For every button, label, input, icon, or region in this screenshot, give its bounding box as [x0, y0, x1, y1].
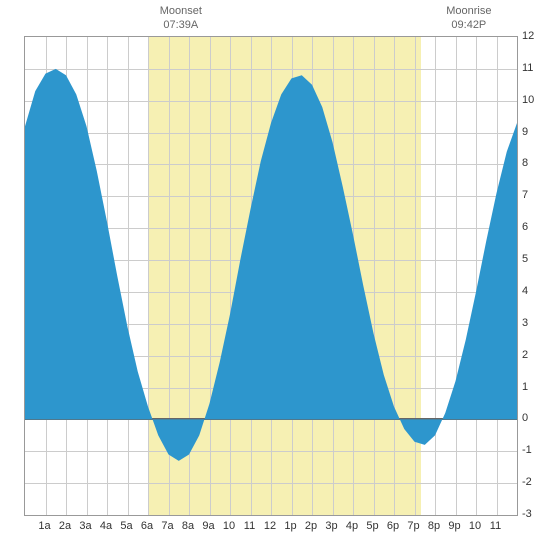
x-tick-label: 7a — [161, 520, 173, 532]
y-tick-label: 2 — [522, 349, 528, 361]
tide-area-series — [25, 37, 517, 515]
moonset-time: 07:39A — [151, 18, 211, 32]
x-tick-label: 4p — [346, 520, 358, 532]
x-tick-label: 6p — [387, 520, 399, 532]
moonrise-title: Moonrise — [439, 4, 499, 18]
y-tick-label: 0 — [522, 412, 528, 424]
plot-area — [24, 36, 518, 516]
y-tick-label: 7 — [522, 189, 528, 201]
x-tick-label: 1p — [284, 520, 296, 532]
y-tick-label: 4 — [522, 285, 528, 297]
x-tick-label: 10 — [469, 520, 481, 532]
y-tick-label: -2 — [522, 476, 532, 488]
x-tick-label: 5a — [120, 520, 132, 532]
y-tick-label: 8 — [522, 157, 528, 169]
y-tick-label: 6 — [522, 221, 528, 233]
x-tick-label: 3p — [325, 520, 337, 532]
tide-chart: Moonset 07:39A Moonrise 09:42P 1a 2a 3a 4a 5… — [0, 0, 550, 550]
x-tick-label: 6a — [141, 520, 153, 532]
y-tick-label: 5 — [522, 253, 528, 265]
x-tick-label: 8a — [182, 520, 194, 532]
y-tick-label: -1 — [522, 444, 532, 456]
y-tick-label: 9 — [522, 126, 528, 138]
x-tick-label: 2p — [305, 520, 317, 532]
x-tick-label: 8p — [428, 520, 440, 532]
y-tick-label: 12 — [522, 30, 534, 42]
y-tick-label: 10 — [522, 94, 534, 106]
x-tick-label: 11 — [244, 520, 255, 532]
y-tick-label: 11 — [522, 62, 533, 74]
moonset-label: Moonset 07:39A — [151, 4, 211, 33]
y-tick-label: -3 — [522, 508, 532, 520]
x-tick-label: 12 — [264, 520, 276, 532]
moonset-title: Moonset — [151, 4, 211, 18]
x-tick-label: 9p — [448, 520, 460, 532]
x-tick-label: 9a — [202, 520, 214, 532]
x-tick-label: 3a — [79, 520, 91, 532]
x-tick-label: 5p — [366, 520, 378, 532]
x-tick-label: 1a — [38, 520, 50, 532]
y-tick-label: 1 — [522, 381, 528, 393]
moonrise-time: 09:42P — [439, 18, 499, 32]
moonrise-label: Moonrise 09:42P — [439, 4, 499, 33]
x-tick-label: 4a — [100, 520, 112, 532]
x-tick-label: 2a — [59, 520, 71, 532]
y-tick-label: 3 — [522, 317, 528, 329]
x-tick-label: 7p — [407, 520, 419, 532]
x-tick-label: 10 — [223, 520, 235, 532]
x-tick-label: 11 — [490, 520, 501, 532]
